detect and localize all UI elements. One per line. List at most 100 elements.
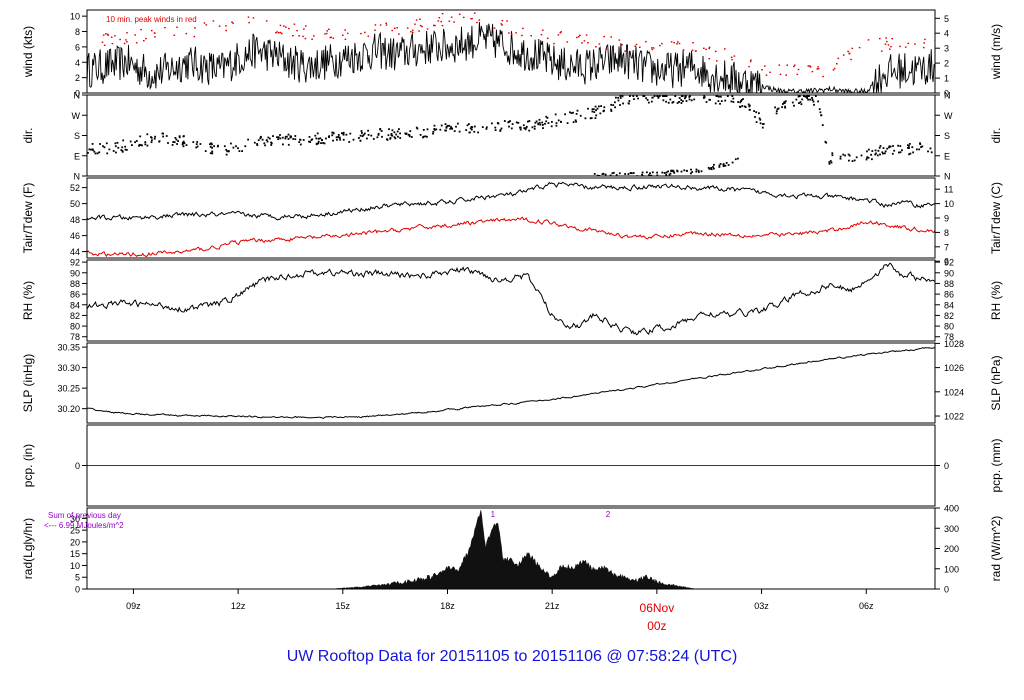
peak-wind-dot <box>769 71 771 73</box>
direction-point <box>408 135 411 138</box>
peak-wind-dot <box>279 24 282 27</box>
direction-point <box>650 174 653 176</box>
right-tick-label: 5 <box>944 14 949 24</box>
peak-wind-dot <box>733 55 736 57</box>
left-tick-label: 86 <box>70 290 80 300</box>
direction-point <box>665 100 667 103</box>
peak-wind-dot <box>851 47 854 50</box>
direction-point <box>331 131 334 134</box>
direction-point <box>557 119 560 122</box>
peak-wind-dot <box>185 32 188 35</box>
direction-point <box>322 142 324 144</box>
left-axis-label: rad(Lgly/hr) <box>21 518 35 579</box>
left-tick-label: 5 <box>75 573 80 583</box>
peak-wind-dot <box>374 29 376 31</box>
direction-point <box>500 127 503 130</box>
peak-wind-dot <box>750 59 752 61</box>
peak-wind-dot <box>778 64 781 66</box>
direction-point <box>795 98 798 101</box>
direction-point <box>718 166 721 168</box>
direction-point <box>929 147 932 150</box>
direction-point <box>162 132 164 135</box>
left-tick-label: 50 <box>70 199 80 209</box>
direction-point <box>209 145 212 148</box>
direction-point <box>342 133 345 136</box>
direction-point <box>448 124 451 127</box>
direction-point <box>614 106 616 109</box>
direction-point <box>587 107 589 110</box>
right-axis-label: dir. <box>989 127 1003 143</box>
direction-point <box>884 152 886 155</box>
peak-wind-dot <box>579 34 581 36</box>
peak-wind-dot <box>560 31 562 33</box>
direction-point <box>798 95 801 97</box>
direction-point <box>210 142 213 145</box>
direction-point <box>886 147 889 150</box>
direction-point <box>653 95 656 97</box>
direction-point <box>555 122 558 124</box>
direction-point <box>715 95 718 97</box>
direction-point <box>710 167 712 169</box>
direction-point <box>566 122 569 124</box>
direction-point <box>748 108 751 111</box>
direction-point <box>182 142 185 145</box>
direction-point <box>710 168 713 171</box>
direction-point <box>848 159 850 162</box>
direction-point <box>747 103 750 106</box>
peak-wind-dot <box>652 47 655 49</box>
peak-wind-dot <box>924 38 926 41</box>
direction-point <box>777 107 780 110</box>
direction-point <box>352 138 355 141</box>
peak-wind-dot <box>329 36 332 39</box>
direction-point <box>755 121 758 123</box>
right-tick-label: 2 <box>944 59 949 69</box>
direction-point <box>367 134 370 136</box>
direction-point <box>737 101 739 103</box>
direction-point <box>855 156 858 159</box>
right-tick-label: 1 <box>944 74 949 84</box>
direction-point <box>547 122 550 124</box>
direction-point <box>272 135 274 137</box>
peak-wind-dot <box>793 64 796 66</box>
right-tick-label: 1022 <box>944 412 964 422</box>
direction-point <box>108 148 111 151</box>
direction-point <box>523 127 526 129</box>
direction-point <box>743 105 746 108</box>
direction-point <box>225 153 228 156</box>
direction-point <box>901 149 903 152</box>
peak-wind-dot <box>907 42 910 45</box>
direction-point <box>511 123 514 125</box>
peak-wind-dot <box>521 34 523 37</box>
direction-point <box>281 136 284 139</box>
right-tick-label: 1028 <box>944 339 964 349</box>
direction-point <box>185 144 188 146</box>
direction-point <box>298 141 301 143</box>
direction-point <box>361 135 364 138</box>
direction-point <box>732 97 735 100</box>
peak-wind-dot <box>811 70 814 73</box>
direction-point <box>120 149 123 151</box>
direction-point <box>146 144 149 147</box>
direction-point <box>670 169 673 172</box>
peak-wind-dot <box>344 38 347 40</box>
direction-point <box>196 145 199 148</box>
right-tick-label: 8 <box>944 228 949 238</box>
direction-point <box>594 105 597 108</box>
direction-point <box>705 101 708 103</box>
direction-point <box>851 160 854 162</box>
direction-point <box>519 128 522 131</box>
direction-point <box>899 145 902 147</box>
direction-point <box>232 146 235 149</box>
direction-point <box>121 146 124 149</box>
direction-point <box>342 132 345 135</box>
peak-wind-dot <box>225 25 227 27</box>
peak-wind-dot <box>218 25 221 27</box>
left-tick-label: 30 <box>70 514 80 524</box>
direction-point <box>569 111 571 114</box>
direction-point <box>112 150 115 152</box>
direction-point <box>612 171 615 174</box>
direction-point <box>684 97 686 100</box>
direction-point <box>590 117 593 119</box>
peak-wind-dot <box>890 46 892 48</box>
direction-point <box>253 141 256 144</box>
